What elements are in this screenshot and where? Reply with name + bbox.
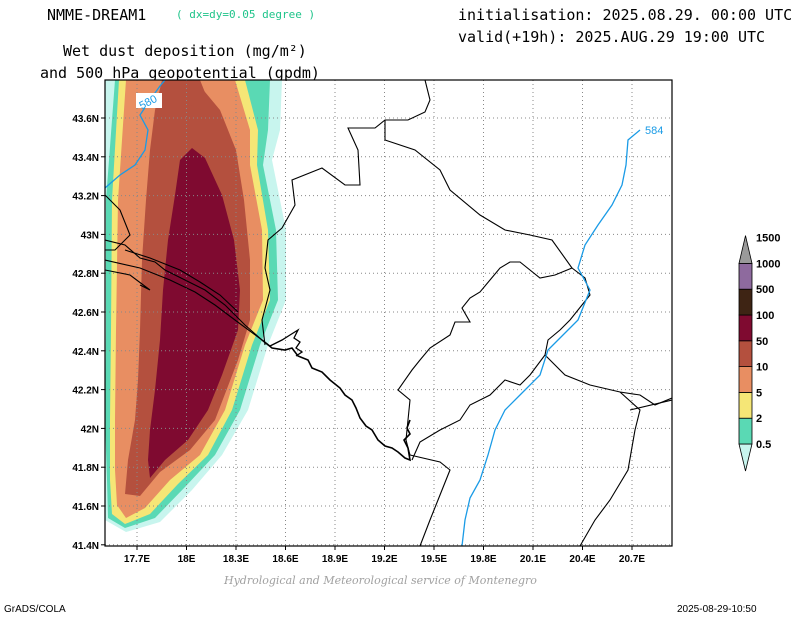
colorbar: 0.5 2 5 10 50 100 500 1000 1500 (738, 233, 780, 472)
border-line (409, 454, 451, 546)
colorbar-bin (738, 235, 753, 264)
lat-tick-label: 43.4N (72, 153, 99, 164)
contour-584 (461, 129, 641, 546)
lat-tick-label: 42.8N (72, 269, 99, 280)
software-label: GrADS/COLA (4, 604, 66, 615)
lon-tick-label: 20.1E (520, 554, 546, 565)
valid-time: valid(+19h): 2025.AUG.29 19:00 UTC (458, 28, 766, 46)
credit-text: Hydrological and Meteorological service … (224, 574, 537, 587)
map-area (105, 80, 286, 532)
latitude-axis: 43.6N 43.4N 43.2N 43N 42.8N 42.6N 42.4N 42.2N 42… (72, 114, 105, 552)
border-line (411, 267, 591, 461)
deposition-100 (148, 148, 240, 478)
colorbar-bin (738, 417, 753, 445)
border-line (384, 120, 573, 456)
lon-tick-label: 20.4E (569, 554, 595, 565)
lat-tick-label: 43.6N (72, 114, 99, 125)
lon-tick-label: 19.2E (371, 554, 397, 565)
borders (105, 80, 672, 546)
lat-tick-label: 41.6N (72, 502, 99, 513)
colorbar-label: 1500 (756, 233, 780, 245)
border-line (124, 249, 239, 313)
initialisation-time: initialisation: 2025.08.29. 00:00 UTC (458, 6, 793, 24)
lat-tick-label: 43.2N (72, 192, 99, 203)
longitude-axis: 17.7E 18E 18.3E 18.6E 18.9E 19.2E 19.5E 19.8E 20… (124, 546, 645, 565)
border-line (579, 391, 641, 546)
colorbar-bin (738, 443, 753, 472)
coastline (269, 328, 304, 357)
lon-tick-label: 20.7E (619, 554, 645, 565)
map-frame (104, 79, 673, 547)
contour-label-bg (644, 123, 668, 137)
lat-tick-label: 42.4N (72, 347, 99, 358)
lat-tick-label: 42.6N (72, 308, 99, 319)
lat-tick-label: 43N (81, 230, 99, 241)
contour-label-584: 584 (645, 125, 663, 137)
lon-tick-label: 18.3E (223, 554, 249, 565)
model-resolution: ( dx=dy=0.05 degree ) (176, 8, 316, 21)
border-line (105, 259, 271, 347)
lon-tick-label: 18E (178, 554, 196, 565)
lon-tick-label: 18.9E (322, 554, 348, 565)
border-line (105, 239, 263, 341)
lon-tick-label: 19.5E (421, 554, 447, 565)
colorbar-label: 5 (756, 387, 762, 399)
colorbar-label: 100 (756, 310, 774, 322)
lat-tick-label: 41.8N (72, 463, 99, 474)
border-line (105, 194, 131, 251)
map-title-line1: Wet dust deposition (mg/m²) (63, 42, 307, 60)
colorbar-label: 50 (756, 336, 768, 348)
colorbar-label: 500 (756, 284, 774, 296)
lat-tick-label: 42.2N (72, 386, 99, 397)
geopotential-contours (105, 80, 641, 546)
timestamp-label: 2025-08-29-10:50 (677, 604, 757, 615)
model-name: NMME-DREAM1 (47, 6, 147, 24)
colorbar-label: 0.5 (756, 439, 771, 451)
colorbar-bin (738, 340, 753, 367)
border-line (629, 399, 672, 411)
deposition-50-top (185, 80, 208, 110)
border-line (261, 80, 431, 346)
colorbar-label: 10 (756, 362, 768, 374)
border-line (105, 269, 151, 291)
colorbar-bin (738, 288, 753, 316)
contour-580 (105, 80, 166, 189)
lat-tick-label: 41.4N (72, 541, 99, 552)
contour-label-bg (136, 93, 162, 108)
border-line (544, 354, 672, 406)
coastline (261, 339, 412, 462)
lat-tick-label: 42N (81, 424, 99, 435)
colorbar-bin (738, 391, 753, 419)
colorbar-bin (738, 366, 753, 393)
lon-tick-label: 18.6E (272, 554, 298, 565)
colorbar-label: 2 (756, 413, 762, 425)
colorbar-bin (738, 262, 753, 290)
lon-tick-label: 17.7E (124, 554, 150, 565)
map-title-line2: and 500 hPa geopotential (gpdm) (40, 64, 320, 82)
colorbar-bin (738, 314, 753, 342)
lon-tick-label: 19.8E (470, 554, 496, 565)
colorbar-label: 1000 (756, 258, 780, 270)
